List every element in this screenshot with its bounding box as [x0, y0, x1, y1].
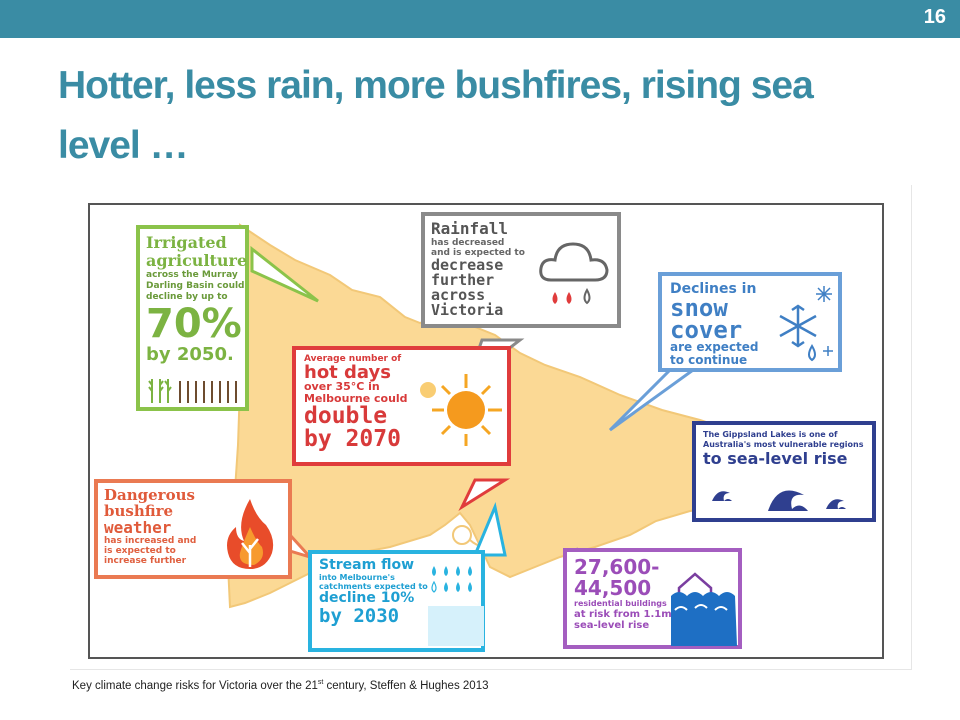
rainfall-line-3: and is expected to [431, 248, 525, 258]
rainfall-line-6: across [431, 286, 486, 304]
snow-callout: Declines in snow cover are expected to c… [658, 272, 842, 372]
irrigation-line-2: agriculture [146, 251, 248, 270]
flame-icon [227, 499, 274, 569]
stream-line-2: into Melbourne's [319, 573, 395, 582]
snow-line-3: cover [670, 316, 743, 344]
hot-days-line-5: double [304, 403, 388, 429]
bushfire-line-6: increase further [104, 556, 187, 566]
irrigation-line-1: Irrigated [146, 233, 227, 252]
wheat-icon [148, 379, 237, 403]
snow-line-2: snow [670, 294, 728, 322]
irrigation-line-6: by 2050. [146, 344, 234, 365]
snow-line-1: Declines in [670, 281, 757, 297]
gippsland-line-1: The Gippsland Lakes is one of [703, 430, 838, 439]
hot-days-line-1: Average number of [304, 354, 402, 364]
hot-days-line-3: over 35°C in [304, 380, 380, 393]
irrigation-line-5: decline by up to [146, 292, 228, 302]
bushfire-line-1: Dangerous [104, 486, 195, 504]
flooded-house-icon [671, 572, 737, 646]
bushfire-line-2: bushfire [104, 502, 174, 520]
rainfall-line-7: Victoria [431, 301, 504, 319]
hot-days-line-4: Melbourne could [304, 392, 408, 405]
stream-flow-callout: Stream flow into Melbourne's catchments … [308, 550, 485, 652]
irrigation-value: 70% [146, 301, 242, 347]
rainfall-line-4: decrease [431, 256, 504, 274]
stream-line-5: by 2030 [319, 605, 400, 627]
irrigation-callout: Irrigated agriculture across the Murray … [136, 225, 249, 411]
bushfire-line-4: has increased and [104, 536, 197, 546]
irrigation-line-3: across the Murray [146, 270, 238, 280]
slide-number: 16 [923, 6, 946, 28]
rain-cloud-icon [539, 242, 609, 305]
stream-line-1: Stream flow [319, 557, 415, 573]
gippsland-line-2: Australia's most vulnerable regions [703, 440, 864, 449]
buildings-line-5: sea-level rise [574, 620, 650, 631]
caption-text: Key climate change risks for Victoria ov… [72, 680, 318, 692]
buildings-callout: 27,600- 44,500 residential buildings at … [563, 548, 742, 649]
gippsland-line-3: to sea-level rise [703, 449, 848, 468]
slide-title-line-1: Hotter, less rain, more bushfires, risin… [58, 64, 814, 107]
slide-title-line-2: level … [58, 124, 189, 167]
bushfire-line-3: weather [104, 518, 172, 537]
bushfire-line-5: is expected to [104, 546, 176, 556]
irrigation-line-4: Darling Basin could [146, 281, 245, 291]
hot-days-callout: Average number of hot days over 35°C in … [292, 346, 511, 466]
snowflake-icon [779, 286, 833, 362]
top-bar: 16 [0, 0, 960, 38]
buildings-line-3: residential buildings [574, 599, 667, 608]
bushfire-callout: Dangerous bushfire weather has increased… [94, 479, 292, 579]
caption-text-end: century, Steffen & Hughes 2013 [323, 680, 489, 692]
rainfall-line-1: Rainfall [431, 219, 509, 238]
buildings-line-4: at risk from 1.1m [574, 609, 672, 620]
caption-superscript: st [317, 679, 324, 687]
snow-line-5: to continue [670, 353, 748, 367]
rainfall-callout: Rainfall has decreased and is expected t… [421, 212, 621, 328]
buildings-line-2: 44,500 [574, 576, 652, 600]
snow-line-4: are expected [670, 340, 759, 354]
hot-days-line-6: by 2070 [304, 426, 401, 452]
slide-title: Hotter, less rain, more bushfires, risin… [58, 56, 898, 176]
water-drops-icon [428, 566, 484, 646]
sun-icon [420, 374, 502, 446]
rainfall-line-5: further [431, 271, 495, 289]
stream-line-4: decline 10% [319, 590, 415, 606]
figure-caption: Key climate change risks for Victoria ov… [72, 679, 489, 692]
wave-icon [712, 490, 846, 511]
rainfall-line-2: has decreased [431, 238, 505, 248]
buildings-line-1: 27,600- [574, 555, 660, 579]
hot-days-line-2: hot days [304, 362, 391, 383]
gippsland-callout: The Gippsland Lakes is one of Australia'… [692, 421, 876, 522]
stream-line-3: catchments expected to [319, 582, 428, 591]
